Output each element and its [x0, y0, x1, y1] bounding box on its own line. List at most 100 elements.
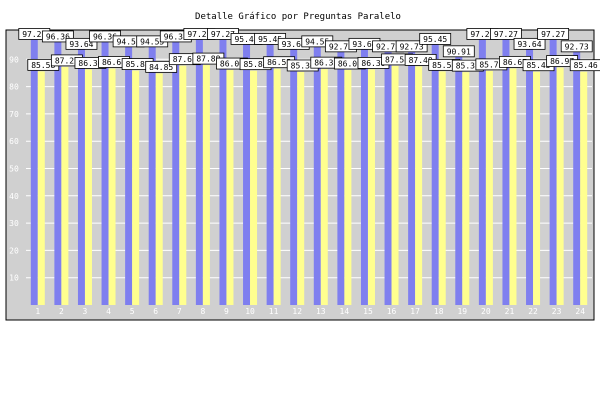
y-tick-label: 90	[9, 55, 19, 64]
svg-text:95.45: 95.45	[234, 35, 258, 44]
x-tick-label: 12	[292, 307, 302, 316]
svg-text:86.55: 86.55	[267, 58, 291, 67]
svg-text:86.08: 86.08	[338, 60, 362, 69]
bar-series-1	[408, 51, 416, 305]
x-tick-label: 19	[457, 307, 467, 316]
y-tick-label: 40	[9, 192, 19, 201]
svg-text:97.27: 97.27	[211, 30, 235, 39]
bar-series-2	[132, 70, 140, 306]
bar-series-1	[125, 46, 133, 305]
svg-text:95.45: 95.45	[258, 35, 282, 44]
bar-series-1	[101, 41, 109, 306]
bar-series-2	[273, 68, 281, 305]
svg-text:92.73: 92.73	[400, 42, 424, 51]
svg-text:92.73: 92.73	[565, 42, 589, 51]
bar-series-2	[556, 67, 564, 305]
svg-text:86.97: 86.97	[550, 57, 574, 66]
svg-text:93.64: 93.64	[352, 40, 376, 49]
bar-series-2	[155, 73, 163, 305]
svg-text:85.87: 85.87	[126, 60, 150, 69]
x-tick-label: 24	[575, 307, 585, 316]
data-label-series-1: 92.73	[560, 40, 593, 53]
bar-series-1	[30, 39, 38, 305]
svg-text:94.55: 94.55	[140, 37, 164, 46]
x-tick-label: 9	[224, 307, 229, 316]
bar-series-1	[219, 39, 227, 305]
bar-series-2	[391, 65, 399, 305]
bar-series-2	[533, 71, 541, 305]
bar-series-2	[415, 66, 423, 305]
svg-text:85.84: 85.84	[243, 60, 267, 69]
bar-series-1	[54, 41, 62, 306]
x-tick-label: 3	[83, 307, 88, 316]
bar-series-2	[438, 71, 446, 305]
svg-text:87.22: 87.22	[55, 56, 79, 65]
bar-series-1	[313, 46, 321, 305]
bar-series-1	[172, 41, 180, 306]
bar-series-1	[195, 39, 203, 305]
svg-text:85.58: 85.58	[31, 61, 55, 70]
bar-series-1	[266, 44, 274, 305]
bar-series-2	[37, 71, 45, 305]
bar-series-1	[290, 49, 298, 306]
x-tick-label: 6	[153, 307, 158, 316]
bar-series-2	[84, 69, 92, 305]
x-tick-label: 14	[340, 307, 350, 316]
bar-series-1	[384, 51, 392, 305]
data-label-series-1: 93.64	[65, 37, 98, 50]
svg-text:97.27: 97.27	[541, 30, 565, 39]
bar-series-2	[462, 72, 470, 305]
svg-text:97.27: 97.27	[187, 30, 211, 39]
x-tick-label: 2	[59, 307, 64, 316]
y-tick-label: 50	[9, 165, 19, 174]
x-tick-label: 23	[552, 307, 562, 316]
bar-series-1	[573, 51, 581, 305]
data-labels: 97.27 85.58 96.36 87.22 93.64 86.30 96.36 86.64…	[18, 28, 600, 73]
svg-text:85.76: 85.76	[479, 60, 503, 69]
bar-series-2	[297, 71, 305, 306]
svg-text:92.73: 92.73	[329, 42, 353, 51]
data-label-series-1: 96.36	[41, 30, 74, 43]
y-tick-labels: 10 20 30 40 50 60 70 80 90	[9, 55, 19, 282]
y-tick-label: 20	[9, 246, 19, 255]
bar-series-1	[502, 39, 510, 305]
svg-text:94.55: 94.55	[305, 37, 329, 46]
svg-text:85.36: 85.36	[291, 61, 315, 70]
svg-text:87.58: 87.58	[385, 55, 409, 64]
bar-series-2	[485, 70, 493, 305]
data-label-series-1: 95.45	[419, 33, 452, 45]
bar-series-1	[431, 44, 439, 305]
bar-series-2	[250, 70, 258, 305]
bar-series-2	[202, 65, 210, 305]
bar-series-1	[77, 49, 85, 306]
svg-text:86.64: 86.64	[102, 58, 126, 67]
x-tick-label: 8	[200, 307, 205, 316]
y-tick-label: 10	[9, 274, 19, 283]
data-label-series-1: 97.27	[537, 28, 570, 40]
x-tick-label: 21	[505, 307, 515, 316]
svg-text:87.88: 87.88	[196, 55, 220, 64]
bar-series-1	[243, 44, 251, 305]
data-label-series-1: 97.27	[490, 28, 522, 40]
x-tick-label: 7	[177, 307, 182, 316]
data-label-series-2: 84.85	[145, 60, 178, 73]
x-tick-label: 18	[434, 307, 444, 316]
bar-series-2	[344, 70, 352, 305]
x-tick-labels: 1 2 3 4 5 6 7 8 9 10 11 12 13 14 15 16 17 18 19 20 21 22 23 24	[35, 307, 585, 316]
chart-title: Detalle Gráfico por Preguntas Paralelo	[195, 12, 401, 22]
x-tick-label: 5	[130, 307, 135, 316]
svg-text:90.91: 90.91	[447, 47, 471, 56]
bar-series-1	[478, 39, 486, 305]
svg-text:85.58: 85.58	[432, 61, 456, 70]
bar-series-1	[526, 49, 534, 306]
bar-series-1	[360, 49, 368, 306]
svg-text:86.30: 86.30	[78, 59, 102, 68]
bar-series-2	[108, 68, 116, 305]
svg-text:86.06: 86.06	[220, 60, 244, 69]
svg-text:86.67: 86.67	[503, 58, 527, 67]
x-tick-label: 15	[363, 307, 373, 316]
bar-series-2	[320, 69, 328, 305]
svg-text:92.73: 92.73	[376, 42, 400, 51]
svg-text:93.64: 93.64	[282, 40, 306, 49]
